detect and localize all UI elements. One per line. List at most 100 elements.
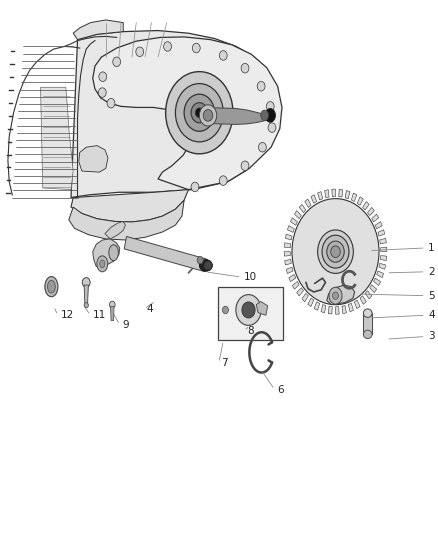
Polygon shape — [348, 303, 353, 312]
Ellipse shape — [292, 199, 379, 305]
Ellipse shape — [327, 241, 344, 262]
Polygon shape — [328, 306, 332, 314]
Ellipse shape — [332, 292, 339, 300]
Polygon shape — [380, 256, 387, 261]
Polygon shape — [110, 306, 114, 320]
Polygon shape — [375, 222, 382, 229]
Polygon shape — [305, 199, 311, 207]
Polygon shape — [105, 221, 125, 239]
Polygon shape — [311, 195, 317, 203]
Text: 7: 7 — [222, 358, 228, 368]
Polygon shape — [256, 302, 268, 316]
Text: 1: 1 — [428, 243, 435, 253]
Circle shape — [258, 142, 266, 152]
Polygon shape — [372, 214, 379, 222]
Ellipse shape — [195, 108, 203, 117]
Polygon shape — [41, 87, 73, 190]
Polygon shape — [285, 234, 292, 240]
Ellipse shape — [364, 330, 372, 338]
Ellipse shape — [47, 280, 55, 293]
Polygon shape — [308, 298, 314, 306]
Ellipse shape — [84, 303, 88, 308]
Ellipse shape — [331, 246, 340, 257]
Circle shape — [241, 161, 249, 171]
Text: 11: 11 — [93, 310, 106, 320]
Ellipse shape — [191, 103, 208, 123]
Circle shape — [257, 82, 265, 91]
Ellipse shape — [184, 94, 215, 131]
Polygon shape — [374, 278, 381, 286]
Text: 6: 6 — [277, 384, 284, 394]
Circle shape — [223, 306, 229, 314]
Ellipse shape — [242, 302, 255, 318]
Polygon shape — [71, 190, 188, 222]
Circle shape — [268, 123, 276, 132]
Polygon shape — [342, 305, 346, 313]
Polygon shape — [364, 313, 372, 334]
Polygon shape — [378, 230, 385, 236]
Text: 5: 5 — [428, 290, 435, 301]
Ellipse shape — [261, 110, 268, 120]
Polygon shape — [314, 302, 320, 310]
Ellipse shape — [318, 230, 353, 273]
Polygon shape — [289, 274, 296, 281]
Ellipse shape — [199, 105, 217, 126]
Polygon shape — [73, 20, 123, 39]
Polygon shape — [84, 285, 88, 305]
Circle shape — [164, 42, 172, 51]
Polygon shape — [377, 271, 384, 278]
Polygon shape — [71, 30, 280, 198]
Circle shape — [219, 51, 227, 60]
Circle shape — [107, 99, 115, 108]
Circle shape — [219, 176, 227, 185]
Ellipse shape — [100, 260, 105, 268]
Text: 3: 3 — [428, 332, 435, 342]
Polygon shape — [299, 204, 306, 213]
Text: 9: 9 — [122, 320, 129, 330]
Polygon shape — [379, 263, 386, 269]
Text: 8: 8 — [247, 326, 253, 336]
Ellipse shape — [204, 261, 212, 270]
Circle shape — [113, 57, 120, 67]
Polygon shape — [345, 190, 350, 199]
Ellipse shape — [329, 287, 342, 304]
Polygon shape — [327, 285, 355, 305]
Circle shape — [191, 182, 199, 192]
Polygon shape — [367, 207, 374, 215]
Polygon shape — [354, 300, 360, 309]
Polygon shape — [286, 267, 293, 273]
Text: 10: 10 — [244, 272, 257, 282]
Circle shape — [99, 72, 107, 82]
Circle shape — [99, 88, 106, 98]
Polygon shape — [321, 304, 326, 313]
Polygon shape — [93, 37, 282, 190]
Polygon shape — [380, 238, 386, 244]
Polygon shape — [370, 285, 377, 293]
Circle shape — [197, 256, 203, 264]
Ellipse shape — [236, 295, 261, 325]
Polygon shape — [290, 218, 297, 225]
Polygon shape — [318, 192, 323, 200]
Ellipse shape — [203, 110, 213, 121]
Polygon shape — [202, 108, 269, 124]
Text: 2: 2 — [428, 267, 435, 277]
Ellipse shape — [175, 84, 223, 142]
Polygon shape — [218, 287, 283, 340]
Polygon shape — [302, 293, 308, 302]
Polygon shape — [79, 146, 108, 172]
Ellipse shape — [110, 301, 115, 308]
Circle shape — [266, 102, 274, 111]
Polygon shape — [360, 296, 366, 304]
Ellipse shape — [97, 256, 108, 272]
Polygon shape — [292, 281, 299, 289]
Polygon shape — [294, 211, 301, 219]
Ellipse shape — [45, 277, 58, 297]
Polygon shape — [124, 237, 207, 272]
Polygon shape — [297, 288, 304, 296]
Ellipse shape — [364, 309, 372, 317]
Polygon shape — [351, 193, 357, 201]
Polygon shape — [69, 200, 184, 240]
Circle shape — [136, 47, 144, 56]
Text: 4: 4 — [147, 304, 153, 314]
Polygon shape — [363, 201, 369, 210]
